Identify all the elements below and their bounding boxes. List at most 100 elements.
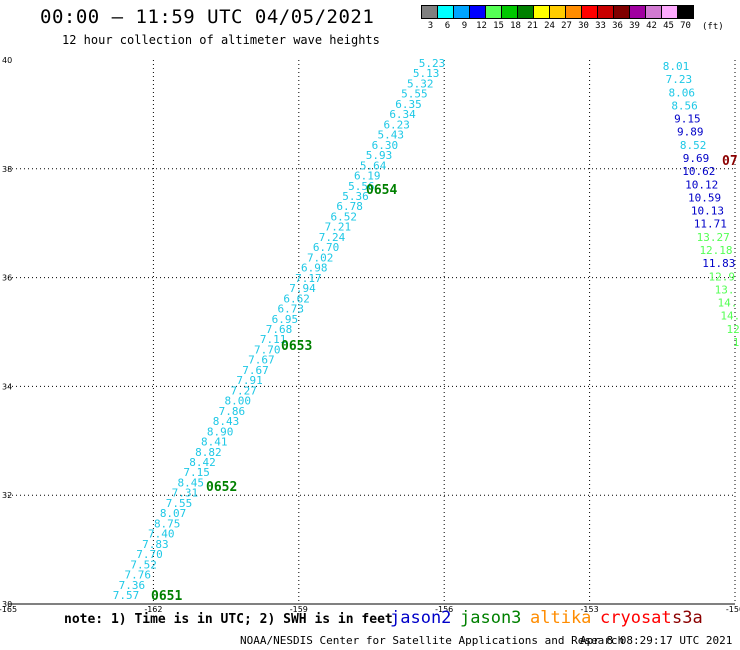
legend-swatches: [421, 5, 711, 19]
track-height-label: 8.75: [154, 517, 181, 530]
track-height-label: 7.11: [260, 333, 287, 346]
track-height-label: 11.71: [694, 218, 727, 231]
legend-label: 42: [646, 21, 657, 31]
track-height-label: 14.: [720, 310, 740, 323]
track-height-label: 10.12: [685, 178, 718, 191]
track-height-label: 7.17: [295, 272, 322, 285]
track-height-label: 5.56: [348, 180, 375, 193]
legend-label: 21: [527, 21, 538, 31]
satellite-jason2: jason2: [390, 608, 452, 628]
track-height-label: 10.13: [691, 205, 724, 218]
track-height-label: 6.23: [383, 118, 410, 131]
legend-label: 45: [663, 21, 674, 31]
track-height-label: 6.95: [272, 313, 299, 326]
track-height-label: 6.52: [330, 210, 357, 223]
track-height-label: 5.13: [413, 67, 440, 80]
track-height-label: 5.93: [366, 149, 393, 162]
color-legend: 3 6 9 12 15 18 21 24 27 30 33 36 39 42 45 70 (ft): [421, 5, 724, 32]
satellite-s3a: s3a: [672, 608, 703, 628]
track-height-label: 9.69: [683, 152, 710, 165]
legend-label: 3: [427, 21, 434, 31]
track-height-label: 6.35: [395, 98, 422, 111]
legend-label: 27: [561, 21, 572, 31]
track-height-label: 13.: [715, 283, 735, 296]
track-height-label: 7.02: [307, 251, 334, 264]
track-height-label: 5.43: [378, 129, 405, 142]
track-height-label: 9.89: [677, 126, 704, 139]
track-height-label: 7.21: [325, 221, 352, 234]
track-height-label: 9.15: [674, 113, 701, 126]
page-subtitle: 12 hour collection of altimeter wave hei…: [62, 33, 380, 47]
track-height-label: 8.42: [189, 456, 216, 469]
track-height-label: 11.83: [702, 257, 735, 270]
track-time-label: 0651: [151, 589, 182, 604]
track-height-label: 8.45: [177, 476, 204, 489]
track-height-label: 10.59: [688, 191, 721, 204]
track-height-label: 13.27: [697, 231, 730, 244]
track-height-label: 8.00: [225, 395, 252, 408]
legend-label: 30: [578, 21, 589, 31]
track-height-label: 14.: [717, 297, 737, 310]
track-height-label: 7.94: [289, 282, 316, 295]
track-height-label: 6.30: [372, 139, 399, 152]
track-height-label: 7.67: [242, 364, 269, 377]
track-height-label: 7.40: [148, 528, 175, 541]
track-height-label: 8.01: [663, 60, 690, 73]
track-time-label: 0654: [366, 183, 397, 198]
track-height-label: 7.55: [166, 497, 193, 510]
track-height-label: 5.23: [419, 57, 446, 70]
legend-labels: 3 6 9 12 15 18 21 24 27 30 33 36 39 42 45 70: [422, 19, 711, 31]
legend-label: 70: [680, 21, 691, 31]
track-height-label: 6.70: [313, 241, 340, 254]
track-height-label: 6.19: [354, 170, 381, 183]
lat-tick-label: 34: [2, 382, 12, 391]
legend-label: 12: [476, 21, 487, 31]
lat-tick-label: 36: [2, 274, 12, 283]
lat-tick-label: 40: [2, 56, 12, 65]
lon-tick-label: -156: [435, 605, 453, 614]
legend-label: 33: [595, 21, 606, 31]
lon-tick-label: -165: [0, 605, 17, 614]
track-height-label: 8.07: [160, 507, 187, 520]
track-time-label: 07: [722, 154, 738, 169]
track-height-label: 7.23: [666, 73, 693, 86]
track-height-label: 7.83: [142, 538, 169, 551]
track-height-label: 8.82: [195, 446, 222, 459]
legend-label: 15: [493, 21, 504, 31]
track-height-label: 7.52: [130, 558, 157, 571]
track-height-label: 7.31: [172, 487, 199, 500]
lat-tick-label: 32: [2, 491, 12, 500]
legend-label: 36: [612, 21, 623, 31]
satellite-jason3: jason3: [460, 608, 522, 628]
track-height-label: 7.57: [113, 589, 140, 602]
track-height-label: 7.91: [236, 374, 263, 387]
footer-credit: NOAA/NESDIS Center for Satellite Applica…: [240, 634, 625, 647]
lon-tick-label: -153: [581, 605, 599, 614]
track-height-label: 7.67: [248, 354, 275, 367]
legend-unit: (ft): [702, 22, 724, 32]
legend-label: 39: [629, 21, 640, 31]
footer-timestamp: Apr 8 08:29:17 UTC 2021: [580, 634, 733, 647]
track-height-label: 8.41: [201, 436, 228, 449]
lon-tick-label: -162: [144, 605, 162, 614]
track-height-label: 7.15: [183, 466, 210, 479]
track-height-label: 10.62: [682, 165, 715, 178]
legend-label: 24: [544, 21, 555, 31]
track-height-label: 7.36: [119, 579, 146, 592]
lat-tick-label: 38: [2, 165, 12, 174]
page-title: 00:00 – 11:59 UTC 04/05/2021: [40, 6, 375, 28]
lat-tick-label: 30: [2, 600, 12, 609]
note-text: note: 1) Time is in UTC; 2) SWH is in fe…: [64, 612, 393, 627]
legend-label: 6: [444, 21, 451, 31]
satellite-cryosat: cryosat: [600, 608, 672, 628]
track-height-label: 8.90: [207, 425, 234, 438]
track-height-label: 7.70: [136, 548, 163, 561]
track-time-label: 0653: [281, 339, 312, 354]
track-height-label: 7.27: [230, 384, 257, 397]
track-height-label: 6.78: [336, 200, 363, 213]
track-height-label: 12.18: [699, 244, 732, 257]
legend-label: 9: [461, 21, 468, 31]
track-height-label: 6.73: [278, 303, 305, 316]
track-height-label: 5.36: [342, 190, 369, 203]
